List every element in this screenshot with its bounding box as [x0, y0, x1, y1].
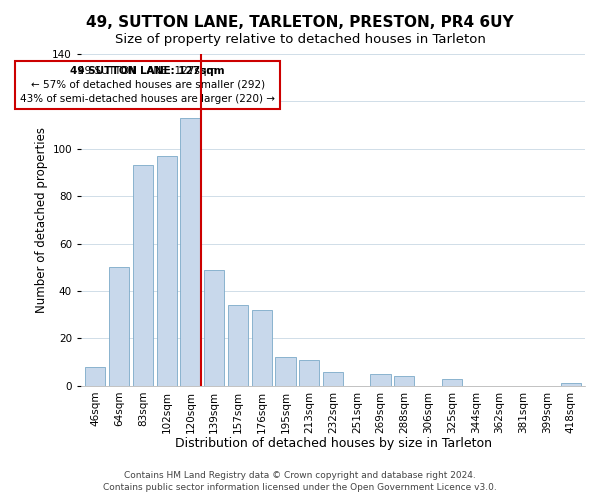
Text: 49 SUTTON LANE: 127sqm
← 57% of detached houses are smaller (292)
43% of semi-de: 49 SUTTON LANE: 127sqm ← 57% of detached… [20, 66, 275, 104]
Text: Size of property relative to detached houses in Tarleton: Size of property relative to detached ho… [115, 32, 485, 46]
Bar [204, 270, 224, 386]
Bar [109, 268, 129, 386]
Y-axis label: Number of detached properties: Number of detached properties [35, 127, 48, 313]
X-axis label: Distribution of detached houses by size in Tarleton: Distribution of detached houses by size … [175, 437, 491, 450]
Bar [85, 367, 106, 386]
Bar [394, 376, 415, 386]
Text: 49 SUTTON LANE: 127sqm: 49 SUTTON LANE: 127sqm [70, 66, 225, 76]
Bar [133, 166, 153, 386]
Bar [251, 310, 272, 386]
Bar [560, 384, 581, 386]
Bar [442, 378, 462, 386]
Bar [275, 358, 296, 386]
Bar [181, 118, 200, 386]
Bar [323, 372, 343, 386]
Text: 49, SUTTON LANE, TARLETON, PRESTON, PR4 6UY: 49, SUTTON LANE, TARLETON, PRESTON, PR4 … [86, 15, 514, 30]
Bar [299, 360, 319, 386]
Bar [370, 374, 391, 386]
Bar [157, 156, 177, 386]
Bar [228, 306, 248, 386]
Text: Contains HM Land Registry data © Crown copyright and database right 2024.
Contai: Contains HM Land Registry data © Crown c… [103, 471, 497, 492]
